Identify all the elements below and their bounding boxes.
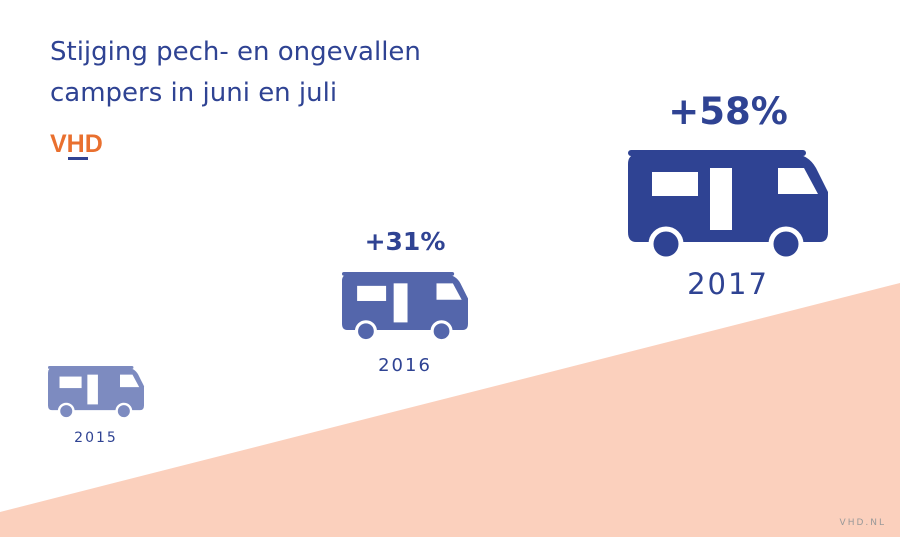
- change-label: +58%: [668, 90, 788, 133]
- camper-cab-window: [120, 374, 140, 388]
- camper-wheel: [648, 226, 684, 262]
- title-line: Stijging pech- en ongevallen: [50, 37, 421, 67]
- camper-window: [652, 172, 698, 196]
- camper-cab-window: [778, 168, 818, 194]
- title-line: campers in juni en juli: [50, 78, 337, 108]
- camper-wheel: [115, 402, 133, 420]
- camper-icon: [48, 366, 144, 420]
- camper-window: [59, 376, 82, 389]
- footer: VHD.NL: [840, 518, 886, 528]
- change-label: +31%: [365, 227, 446, 256]
- logo: VHD: [50, 130, 103, 158]
- camper-wheel: [57, 402, 75, 420]
- camper-door: [87, 374, 98, 405]
- background-slope: [0, 283, 900, 537]
- year-label: 2017: [687, 267, 769, 301]
- camper-wheel: [768, 226, 804, 262]
- year-label: 2016: [378, 355, 432, 376]
- camper-wheel: [430, 320, 453, 343]
- camper-roof: [342, 272, 455, 276]
- camper-roof: [48, 366, 134, 369]
- camper-window: [357, 285, 387, 301]
- year-label: 2015: [74, 430, 118, 446]
- logo-underline: [68, 157, 88, 160]
- camper-wheel: [354, 320, 377, 343]
- camper-roof: [628, 150, 806, 156]
- camper-door: [710, 168, 732, 230]
- camper-icon: [628, 150, 828, 262]
- camper-cab-window: [436, 283, 462, 300]
- camper-icon: [342, 272, 468, 343]
- camper-door: [393, 283, 408, 323]
